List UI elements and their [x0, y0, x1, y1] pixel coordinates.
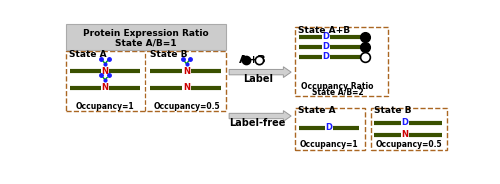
Bar: [295, 27, 388, 96]
Text: N: N: [102, 83, 108, 92]
Text: Occupancy=0.5: Occupancy=0.5: [376, 140, 442, 149]
Text: State B: State B: [150, 50, 188, 59]
Bar: [66, 51, 226, 111]
Text: State A/B=2: State A/B=2: [312, 88, 364, 97]
Bar: [295, 108, 365, 150]
Text: D: D: [322, 32, 330, 41]
Text: State A+B: State A+B: [298, 26, 350, 35]
Text: Protein Expression Ratio: Protein Expression Ratio: [83, 29, 208, 38]
Text: Occupancy=1: Occupancy=1: [300, 140, 358, 149]
Text: N: N: [183, 83, 190, 92]
Text: State A: State A: [68, 50, 106, 59]
Text: D: D: [322, 42, 330, 51]
Bar: [66, 24, 226, 50]
Text: Occupancy=0.5: Occupancy=0.5: [153, 102, 220, 111]
Text: N: N: [402, 130, 408, 139]
Text: State B: State B: [374, 106, 412, 115]
Text: Label: Label: [243, 74, 273, 84]
Text: +B: +B: [250, 55, 267, 65]
Text: N: N: [183, 67, 190, 76]
Text: State A: State A: [298, 106, 336, 115]
Text: D: D: [322, 52, 330, 61]
Text: N: N: [102, 67, 108, 76]
Polygon shape: [229, 67, 291, 77]
Text: Occupancy Ratio: Occupancy Ratio: [302, 82, 374, 91]
Text: State A/B=1: State A/B=1: [115, 38, 176, 47]
Text: D: D: [402, 118, 408, 128]
Text: D: D: [326, 123, 332, 132]
Text: Occupancy=1: Occupancy=1: [76, 102, 134, 111]
Text: A: A: [239, 55, 248, 65]
Text: Label-free: Label-free: [230, 118, 286, 128]
Bar: [371, 108, 447, 150]
Polygon shape: [229, 111, 291, 121]
